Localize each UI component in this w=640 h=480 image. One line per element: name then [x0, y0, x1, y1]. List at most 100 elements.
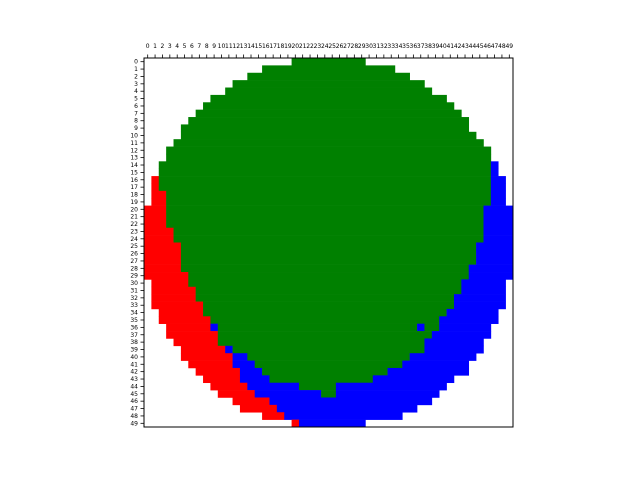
x-tick-label: 36	[410, 43, 418, 50]
y-tick-label: 47	[130, 406, 138, 413]
y-tick-label: 38	[130, 339, 138, 346]
y-tick-label: 26	[130, 251, 138, 258]
heatmap-cell-run	[239, 367, 263, 376]
heatmap-cell-run	[195, 109, 462, 118]
y-tick-label: 33	[130, 302, 138, 309]
x-tick-label: 2	[161, 43, 165, 50]
heatmap-cell-run	[144, 212, 167, 221]
y-tick-label: 42	[130, 369, 138, 376]
heatmap-cell-run	[446, 308, 499, 317]
heatmap-cell-run	[188, 272, 470, 280]
y-tick-label: 41	[130, 361, 138, 368]
y-tick-label: 8	[134, 118, 138, 125]
heatmap-cell-run	[166, 205, 484, 214]
heatmap-cell-run	[335, 382, 447, 391]
heatmap-cell-run	[203, 308, 447, 317]
heatmap-cell-run	[151, 279, 189, 288]
heatmap-cell-run	[195, 286, 462, 295]
y-tick-label: 10	[130, 132, 138, 139]
heatmap-cell-run	[424, 338, 484, 347]
heatmap-cell-run	[490, 190, 506, 199]
heatmap-cell-run	[210, 323, 219, 332]
heatmap-cell-run	[195, 367, 241, 376]
heatmap-cell-run	[180, 353, 233, 361]
x-tick-label: 37	[417, 43, 425, 50]
x-tick-label: 46	[483, 43, 491, 50]
heatmap-cell-run	[210, 316, 440, 324]
x-tick-label: 49	[505, 43, 513, 50]
heatmap-cell-run	[439, 316, 499, 324]
heatmap-cell-run	[269, 375, 374, 384]
y-tick-label: 30	[130, 280, 138, 287]
heatmap-cell-run	[151, 301, 204, 310]
heatmap-cell-run	[158, 316, 211, 324]
x-tick-label: 13	[240, 43, 248, 50]
y-tick-label: 4	[134, 88, 138, 95]
x-tick-label: 0	[146, 43, 150, 50]
x-tick-label: 31	[373, 43, 381, 50]
x-tick-label: 17	[269, 43, 277, 50]
heatmap-cell-run	[232, 360, 255, 369]
heatmap-cell-run	[151, 183, 160, 192]
heatmap-cell-run	[217, 338, 425, 347]
heatmap-cell-run	[166, 198, 492, 206]
heatmap-cell-run	[483, 227, 514, 236]
heatmap-cell-run	[372, 375, 455, 384]
heatmap-cell-run	[225, 87, 433, 96]
x-tick-label: 3	[168, 43, 172, 50]
x-tick-label: 30	[365, 43, 373, 50]
y-tick-label: 44	[130, 383, 138, 390]
heatmap-cell-run	[158, 308, 204, 317]
y-tick-label: 19	[130, 199, 138, 206]
heatmap-cell-run	[269, 397, 433, 406]
heatmap-cells	[144, 58, 514, 428]
x-tick-label: 25	[328, 43, 336, 50]
y-tick-label: 18	[130, 192, 138, 199]
x-tick-label: 45	[476, 43, 484, 50]
heatmap-cell-run	[180, 242, 477, 251]
heatmap-cell-run	[490, 183, 506, 192]
heatmap-cell-run	[173, 235, 484, 243]
heatmap-cell-run	[284, 412, 403, 420]
heatmap-cell-run	[239, 375, 270, 384]
heatmap-cell-run	[247, 382, 300, 391]
y-tick-label: 14	[130, 162, 138, 169]
y-tick-label: 45	[130, 391, 138, 398]
heatmap-cell-run	[180, 124, 470, 133]
heatmap-cell-run	[483, 235, 514, 243]
x-tick-label: 29	[358, 43, 366, 50]
heatmap-cell-run	[144, 205, 167, 214]
heatmap-cell-run	[166, 146, 492, 155]
heatmap-cell-run	[291, 419, 300, 428]
heatmap-cell-run	[247, 72, 410, 81]
x-tick-label: 27	[343, 43, 351, 50]
heatmap-cell-run	[173, 338, 219, 347]
heatmap-cell-run	[158, 168, 492, 177]
y-tick-label: 35	[130, 317, 138, 324]
x-tick-label: 38	[424, 43, 432, 50]
heatmap-cell-run	[490, 161, 499, 169]
heatmap-cell-run	[166, 212, 484, 221]
heatmap-cell-run	[476, 257, 514, 265]
y-tick-label: 24	[130, 236, 138, 243]
heatmap-cell-run	[144, 264, 182, 273]
y-tick-label: 7	[134, 110, 138, 117]
heatmap-cell-run	[461, 286, 506, 295]
heatmap-cell-run	[490, 176, 506, 184]
heatmap-cell-run	[195, 294, 455, 302]
heatmap-cell-run	[424, 323, 440, 332]
x-tick-label: 15	[255, 43, 263, 50]
heatmap-cell-run	[232, 397, 270, 406]
heatmap-cell-run	[291, 58, 366, 66]
heatmap-cell-run	[144, 272, 189, 280]
heatmap-cell-run	[468, 272, 514, 280]
heatmap-cell-run	[483, 212, 514, 221]
x-tick-label: 40	[439, 43, 447, 50]
heatmap-cell-run	[409, 353, 477, 361]
heatmap-cell-run	[476, 242, 514, 251]
heatmap-cell-run	[158, 161, 492, 169]
heatmap-cell-run	[144, 220, 167, 229]
heatmap-cell-run	[254, 390, 322, 398]
y-tick-label: 39	[130, 347, 138, 354]
